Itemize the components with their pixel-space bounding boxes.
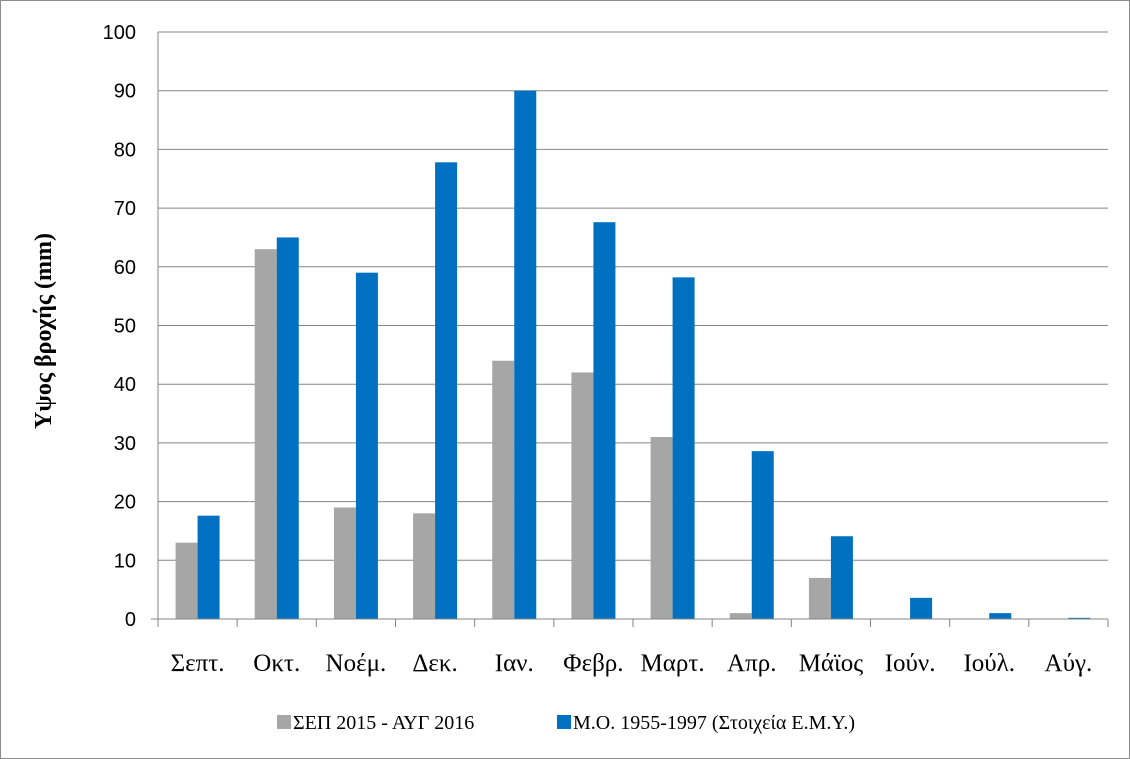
bar-series-2 <box>751 451 774 619</box>
bar-series-2 <box>1068 617 1091 619</box>
y-tick-label: 20 <box>114 492 136 514</box>
bar-series-2 <box>672 277 695 619</box>
y-tick-label: 0 <box>125 609 136 631</box>
bar-series-1 <box>413 513 436 619</box>
x-tick-label: Οκτ. <box>253 650 300 677</box>
x-tick-label: Μαρτ. <box>641 650 705 677</box>
x-tick-label: Δεκ. <box>412 650 457 677</box>
y-tick-label: 40 <box>114 374 136 396</box>
x-tick-label: Νοέμ. <box>326 650 387 677</box>
bar-series-1 <box>333 507 356 619</box>
gridlines <box>158 31 1108 561</box>
x-tick-label: Ιούν. <box>885 650 936 677</box>
bar-series-2 <box>197 515 220 619</box>
y-tick-label: 60 <box>114 257 136 279</box>
y-tick-label: 70 <box>114 198 136 220</box>
bars <box>175 90 1091 620</box>
x-tick-label: Ιαν. <box>495 650 534 677</box>
legend-swatch <box>557 715 571 729</box>
bar-series-2 <box>514 90 537 619</box>
x-tick-label: Σεπτ. <box>171 650 225 677</box>
y-tick-label: 10 <box>114 550 136 572</box>
bar-series-2 <box>593 222 616 620</box>
x-tick-label: Φεβρ. <box>563 650 623 677</box>
bar-series-1 <box>808 577 831 619</box>
bar-series-1 <box>254 249 277 619</box>
x-tick-label: Απρ. <box>727 650 776 677</box>
y-tick-label: 100 <box>103 22 136 44</box>
legend-swatch <box>277 715 291 729</box>
legend-entry: ΣΕΠ 2015 - ΑΥΓ 2016 <box>293 712 474 734</box>
y-tick-label: 80 <box>114 139 136 161</box>
x-tick-label: Ιούλ. <box>963 650 1015 677</box>
legend-entry: Μ.Ο. 1955-1997 (Στοιχεία Ε.Μ.Υ.) <box>573 712 855 734</box>
y-axis-label: Υψος βροχής (mm) <box>31 233 57 429</box>
y-tick-labels: 0 10 20 30 40 50 60 70 80 90 100 <box>103 22 136 631</box>
bar-series-1 <box>175 542 198 619</box>
y-tick-label: 90 <box>114 81 136 103</box>
bar-series-2 <box>910 597 933 619</box>
bar-series-1 <box>571 372 594 619</box>
bar-series-1 <box>492 360 515 619</box>
y-tick-label: 30 <box>114 433 136 455</box>
x-tick-label: Μάϊος <box>799 650 864 677</box>
axes <box>151 32 1109 627</box>
bar-series-2 <box>830 536 853 619</box>
bar-series-1 <box>729 613 752 619</box>
bar-series-1 <box>650 437 673 619</box>
bar-series-2 <box>435 162 458 619</box>
bar-series-2 <box>355 272 378 619</box>
x-tick-labels: Σεπτ. Οκτ. Νοέμ. Δεκ. Ιαν. Φεβρ. Μαρτ. Απρ. Μάϊο… <box>171 650 1093 677</box>
legend: ΣΕΠ 2015 - ΑΥΓ 2016 Μ.Ο. 1955-1997 (Στοιχ… <box>277 712 855 734</box>
x-tick-label: Αύγ. <box>1045 650 1093 677</box>
y-tick-label: 50 <box>114 316 136 338</box>
bar-series-2 <box>989 613 1012 619</box>
bar-series-2 <box>276 237 299 619</box>
